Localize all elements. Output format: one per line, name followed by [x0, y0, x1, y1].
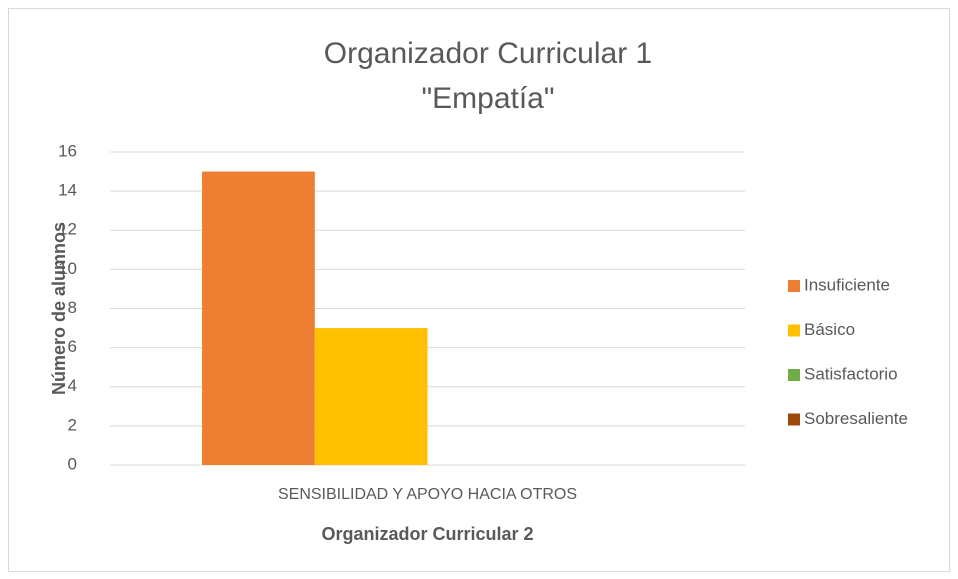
legend-label: Insuficiente — [804, 275, 890, 294]
y-tick-label: 2 — [68, 415, 77, 434]
legend-swatch — [788, 324, 800, 337]
legend-swatch — [788, 280, 800, 292]
y-axis-label: Número de alumnos — [49, 222, 69, 395]
y-tick-label: 4 — [68, 376, 77, 395]
y-tick-label: 12 — [58, 220, 77, 239]
legend-swatch — [788, 413, 800, 426]
legend-swatch — [788, 369, 800, 381]
legend-label: Satisfactorio — [804, 364, 898, 383]
legend-label: Básico — [804, 320, 855, 339]
x-axis-label: Organizador Curricular 2 — [321, 524, 533, 544]
y-tick-label: 14 — [58, 181, 77, 200]
y-tick-label: 10 — [58, 259, 77, 278]
y-tick-label: 6 — [68, 337, 77, 356]
x-tick-label: SENSIBILIDAD Y APOYO HACIA OTROS — [278, 486, 577, 503]
y-tick-label: 8 — [68, 298, 77, 317]
chart-title: Organizador Curricular 1 — [324, 37, 652, 70]
bar — [314, 328, 428, 465]
chart-title: "Empatía" — [421, 82, 554, 115]
legend-label: Sobresaliente — [804, 409, 908, 428]
bar — [202, 171, 315, 465]
y-tick-label: 0 — [68, 454, 77, 473]
y-tick-label: 16 — [58, 141, 77, 160]
